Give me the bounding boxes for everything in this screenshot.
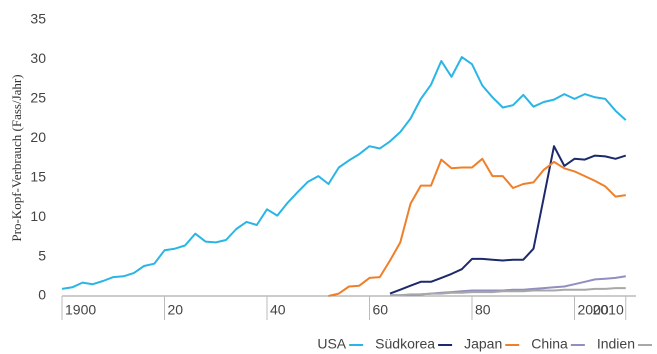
legend-label: USA bbox=[317, 336, 346, 352]
x-tick-label: 40 bbox=[270, 302, 286, 318]
series-line bbox=[328, 157, 626, 297]
x-tick-label: 2000 bbox=[578, 302, 609, 318]
series-line bbox=[389, 145, 627, 295]
series-line bbox=[61, 56, 627, 290]
legend-label: China bbox=[531, 336, 568, 352]
y-tick-label: 5 bbox=[38, 247, 46, 263]
y-tick-label: 15 bbox=[30, 168, 46, 184]
legend-label: Indien bbox=[597, 336, 635, 352]
x-tick-label: 60 bbox=[373, 302, 389, 318]
x-tick-label: 20 bbox=[168, 302, 184, 318]
legend-label: Japan bbox=[464, 336, 502, 352]
x-tick-label: 1900 bbox=[65, 302, 96, 318]
y-tick-label: 20 bbox=[30, 129, 46, 145]
x-tick-label: 2010 bbox=[593, 302, 624, 318]
y-tick-label: 35 bbox=[30, 11, 46, 27]
y-tick-label: 25 bbox=[30, 90, 46, 106]
y-axis-title: Pro-Kopf-Verbrauch (Fass/Jahr) bbox=[9, 74, 24, 241]
series-line bbox=[390, 275, 626, 297]
x-tick-label: 80 bbox=[475, 302, 491, 318]
y-tick-label: 10 bbox=[30, 208, 46, 224]
y-tick-label: 30 bbox=[30, 50, 46, 66]
series-line bbox=[390, 287, 626, 297]
y-tick-label: 0 bbox=[38, 287, 46, 303]
legend-label: Südkorea bbox=[375, 336, 435, 352]
